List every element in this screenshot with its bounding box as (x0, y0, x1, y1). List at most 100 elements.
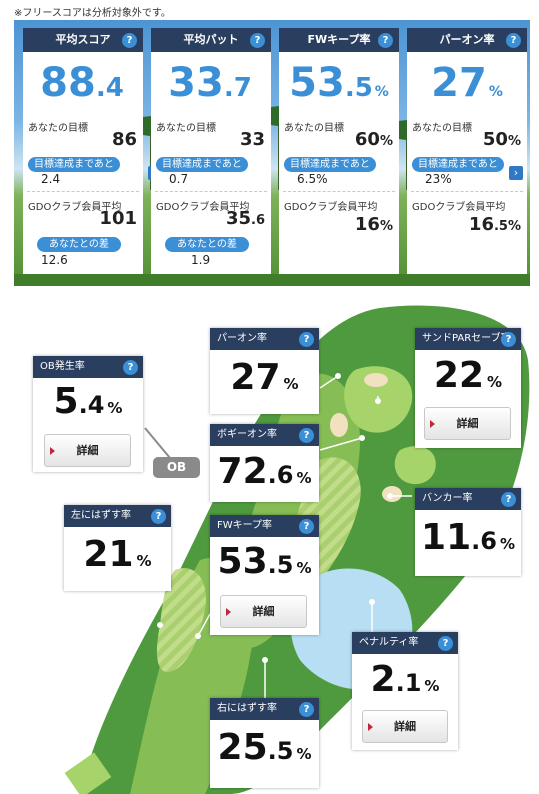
stat-box-ob-rate: OB発生率? 5.4% 詳細 (33, 356, 143, 472)
help-icon[interactable]: ? (506, 33, 521, 48)
stat-title-text: OB発生率 (40, 361, 85, 372)
ob-zone-label: OB (153, 457, 200, 478)
help-icon[interactable]: ? (151, 509, 166, 524)
card-main-value: 53.5% (279, 52, 399, 114)
caret-right-icon (50, 447, 55, 455)
help-icon[interactable]: ? (250, 33, 265, 48)
stat-title: パーオン率? (210, 328, 319, 350)
target-number: 60 (354, 129, 380, 150)
value-unit: % (488, 84, 503, 100)
stat-card-fw-keep: FWキープ率? 53.5% あなたの目標 60% 目標達成まであと 6.5% G… (279, 28, 399, 274)
club-average-value: 101 (99, 208, 137, 229)
detail-button-sand-par[interactable]: 詳細 (424, 407, 511, 440)
marker-dot (369, 599, 375, 605)
help-icon[interactable]: ? (299, 428, 314, 443)
stat-box-left-miss: 左にはずす率? 21% (64, 505, 171, 591)
until-goal-badge: 目標達成まであと (156, 157, 248, 172)
green (394, 446, 436, 485)
help-icon[interactable]: ? (378, 33, 393, 48)
club-average-label: GDOクラブ会員平均 (28, 202, 122, 213)
target-value: 60% (355, 129, 393, 150)
stat-value: 5.4% (33, 378, 143, 432)
value-unit: % (487, 373, 503, 391)
stat-title: サンドPARセーブ率? (415, 328, 521, 350)
marker-dot (387, 493, 393, 499)
target-value: 50% (483, 129, 521, 150)
target-value: 86 (112, 129, 137, 150)
stat-card-par-on: パーオン率? 27% あなたの目標 50% 目標達成まであと › 23% GDO… (407, 28, 527, 274)
help-icon[interactable]: ? (501, 332, 516, 347)
help-icon[interactable]: ? (299, 702, 314, 717)
help-icon[interactable]: ? (299, 332, 314, 347)
value-unit: % (136, 552, 152, 570)
value-integer: 27 (230, 357, 281, 398)
next-arrow-icon[interactable]: › (509, 166, 523, 180)
stat-title: 左にはずす率? (64, 505, 171, 527)
club-average-value: 16% (355, 214, 393, 235)
value-decimal: .5 (267, 551, 294, 579)
club-average-label: GDOクラブ会員平均 (284, 202, 378, 213)
divider (27, 191, 139, 192)
value-unit: % (499, 535, 515, 553)
value-integer: 22 (433, 355, 485, 396)
value-decimal: .6 (267, 461, 294, 489)
value-decimal: .4 (78, 391, 105, 419)
value-unit: % (107, 399, 123, 417)
club-average-value: 35.6 (226, 208, 265, 229)
value-unit: % (374, 84, 389, 100)
marker-dot (262, 657, 268, 663)
help-icon[interactable]: ? (122, 33, 137, 48)
stat-card-average-score: 平均スコア? 88.4 あなたの目標 86 目標達成まであと › 2.4 GDO… (23, 28, 162, 274)
stat-title-text: ボギーオン率 (217, 429, 277, 440)
card-main-value: 27% (407, 52, 527, 114)
target-label: あなたの目標 (28, 123, 88, 134)
stat-box-sand-par-save: サンドPARセーブ率? 22% 詳細 (415, 328, 521, 448)
target-number: 50 (482, 129, 508, 150)
stat-card-average-putt: 平均パット? 33.7 あなたの目標 33 目標達成まであと 0.7 GDOクラ… (151, 28, 271, 274)
striped-fairway (156, 568, 206, 672)
club-average-label: GDOクラブ会員平均 (412, 202, 506, 213)
detail-button-fw-keep[interactable]: 詳細 (220, 595, 307, 628)
stat-title: OB発生率? (33, 356, 143, 378)
club-average-decimal: .5 (493, 219, 508, 234)
help-icon[interactable]: ? (438, 636, 453, 651)
remaining-value: 23% (425, 172, 452, 186)
value-unit: % (296, 745, 312, 763)
connector-line (197, 613, 211, 637)
detail-button-penalty[interactable]: 詳細 (362, 710, 448, 743)
detail-button-label: 詳細 (76, 444, 99, 457)
stat-title-text: FWキープ率 (217, 520, 273, 531)
stat-value: 22% (415, 350, 521, 408)
help-icon[interactable]: ? (123, 360, 138, 375)
stat-box-right-miss: 右にはずす率? 25.5% (210, 698, 319, 788)
stat-box-penalty: ペナルティ率? 2.1% 詳細 (352, 632, 458, 750)
target-label: あなたの目標 (412, 123, 472, 134)
connector-line (319, 437, 363, 451)
divider (155, 191, 267, 192)
card-title-text: 平均スコア (55, 33, 111, 46)
value-decimal: .5 (344, 73, 373, 103)
detail-button-label: 詳細 (252, 605, 275, 618)
until-goal-badge: 目標達成まであと (28, 157, 120, 172)
club-average-label: GDOクラブ会員平均 (156, 202, 250, 213)
detail-button-ob[interactable]: 詳細 (44, 434, 131, 467)
marker-dot (195, 633, 201, 639)
stat-box-bunker: バンカー率? 11.6% (415, 488, 521, 576)
club-average-unit: % (379, 219, 393, 234)
divider (283, 191, 395, 192)
marker-dot (335, 373, 341, 379)
help-icon[interactable]: ? (501, 492, 516, 507)
value-integer: 25 (217, 727, 268, 768)
until-goal-badge: 目標達成まであと (284, 157, 376, 172)
difference-value: 12.6 (41, 253, 68, 267)
target-label: あなたの目標 (284, 123, 344, 134)
stat-title-text: バンカー率 (422, 493, 473, 504)
value-unit: % (296, 559, 312, 577)
stat-value: 21% (64, 527, 171, 589)
value-integer: 33 (168, 60, 224, 106)
caret-right-icon (430, 420, 435, 428)
help-icon[interactable]: ? (299, 519, 314, 534)
card-title-text: 平均パット (183, 33, 239, 46)
value-integer: 53 (217, 541, 268, 582)
value-integer: 21 (83, 534, 134, 575)
